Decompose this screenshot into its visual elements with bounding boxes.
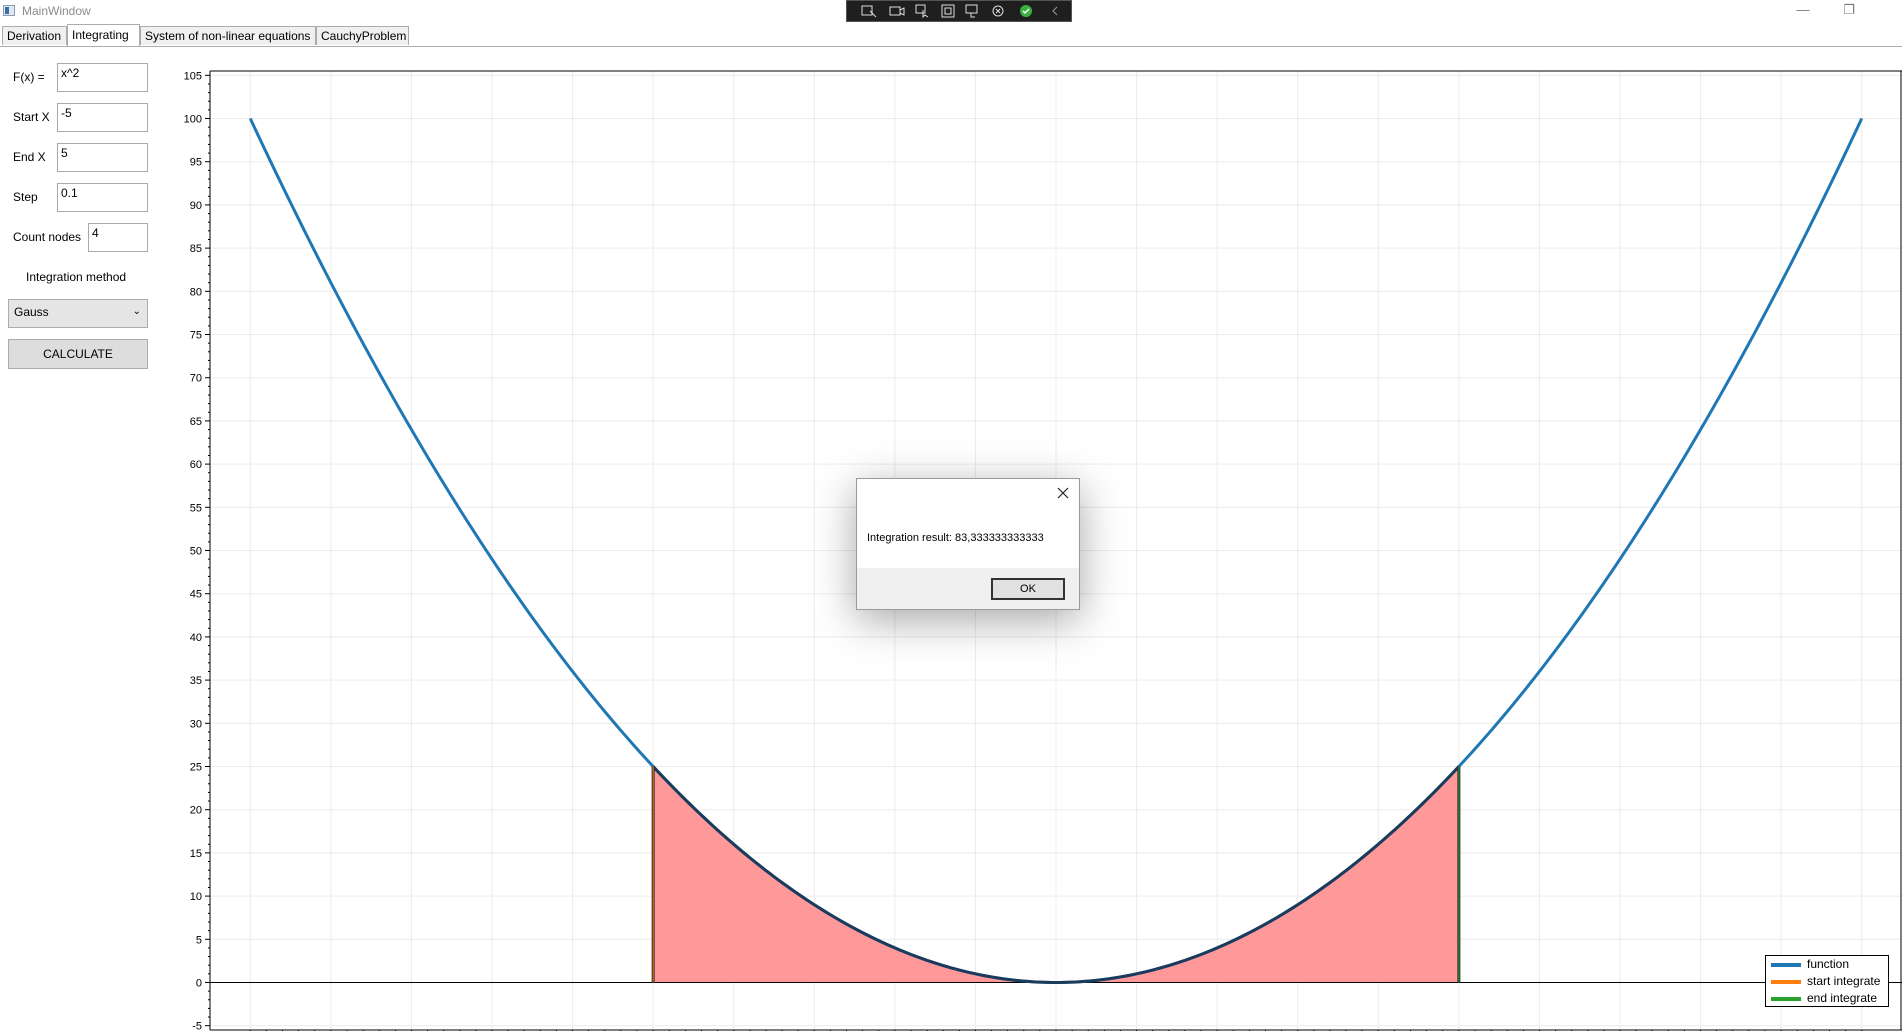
step-input[interactable]: 0.1 xyxy=(57,183,148,212)
close-icon[interactable] xyxy=(1053,483,1073,503)
select-element-icon[interactable] xyxy=(861,4,877,18)
end-x-input[interactable]: 5 xyxy=(57,143,148,172)
y-tick-label: 60 xyxy=(190,459,202,471)
y-tick-label: 50 xyxy=(190,546,202,558)
result-dialog: Integration result: 83,333333333333 OK xyxy=(856,478,1080,610)
pointer-select-icon[interactable] xyxy=(915,4,931,18)
tab-derivation[interactable]: Derivation xyxy=(2,26,67,45)
y-tick-label: 90 xyxy=(190,200,202,212)
y-tick-label: 0 xyxy=(196,977,202,989)
legend-swatch-function xyxy=(1771,963,1801,967)
minimize-button[interactable]: — xyxy=(1796,2,1810,17)
chevron-down-icon: ⌄ xyxy=(132,306,141,317)
fx-label: F(x) = xyxy=(13,70,45,84)
preview-icon[interactable] xyxy=(965,4,981,18)
y-tick-label: 100 xyxy=(184,114,202,126)
y-tick-label: 30 xyxy=(190,718,202,730)
step-label: Step xyxy=(13,190,38,204)
y-tick-label: 55 xyxy=(190,502,202,514)
tab-strip: Derivation Integrating System of non-lin… xyxy=(0,24,1902,47)
y-tick-label: 35 xyxy=(190,675,202,687)
debug-toolbar xyxy=(846,0,1072,22)
y-tick-label: 20 xyxy=(190,805,202,817)
y-tick-label: 5 xyxy=(196,934,202,946)
y-tick-label: 15 xyxy=(190,848,202,860)
bounds-icon[interactable] xyxy=(941,4,957,18)
count-nodes-label: Count nodes xyxy=(13,230,82,244)
y-tick-label: 85 xyxy=(190,243,202,255)
end-x-label: End X xyxy=(13,150,46,164)
calculate-button[interactable]: CALCULATE xyxy=(8,339,148,369)
y-tick-label: 65 xyxy=(190,416,202,428)
tab-integrating[interactable]: Integrating xyxy=(67,24,140,46)
start-x-label: Start X xyxy=(13,110,50,124)
integration-method-select[interactable]: Gauss ⌄ xyxy=(8,299,148,328)
dialog-footer: OK xyxy=(857,568,1079,609)
dialog-message: Integration result: 83,333333333333 xyxy=(867,532,1044,544)
y-tick-label: 75 xyxy=(190,330,202,342)
checkmark-icon[interactable] xyxy=(1019,4,1035,18)
y-tick-label: 40 xyxy=(190,632,202,644)
integration-method-label: Integration method xyxy=(26,270,127,284)
y-tick-label: 95 xyxy=(190,157,202,169)
y-tick-label: 10 xyxy=(190,891,202,903)
tab-system-nonlinear[interactable]: System of non-linear equations xyxy=(140,26,316,45)
legend-swatch-start xyxy=(1771,980,1801,984)
y-tick-label: 25 xyxy=(190,761,202,773)
window-title: MainWindow xyxy=(22,4,91,18)
y-tick-label: 80 xyxy=(190,286,202,298)
y-tick-label: -5 xyxy=(192,1021,202,1031)
y-tick-label: 105 xyxy=(184,70,202,82)
camera-icon[interactable] xyxy=(889,4,905,18)
integration-chart: -5 0 5 10 15 20 25 30 35 40 45 50 55 60 65 70 75 80 85 90 95… xyxy=(184,70,1902,1031)
count-nodes-input[interactable]: 4 xyxy=(88,223,148,252)
legend-swatch-end xyxy=(1771,997,1801,1001)
tab-cauchy-problem[interactable]: CauchyProblem xyxy=(316,26,409,45)
fx-input[interactable]: x^2 xyxy=(57,63,148,92)
legend-label-function: function xyxy=(1807,957,1850,971)
y-tick-label: 70 xyxy=(190,373,202,385)
legend-label-end: end integrate xyxy=(1807,991,1878,1005)
y-tick-label: 45 xyxy=(190,589,202,601)
ok-button[interactable]: OK xyxy=(991,578,1065,600)
start-x-input[interactable]: -5 xyxy=(57,103,148,132)
restore-button[interactable]: ❐ xyxy=(1843,2,1855,17)
integration-method-value: Gauss xyxy=(14,305,49,319)
chart-legend: function start integrate end integrate xyxy=(1765,955,1889,1007)
collapse-chevron-icon[interactable] xyxy=(1047,4,1063,18)
integration-curve-outline xyxy=(652,765,1460,984)
hot-reload-icon[interactable] xyxy=(991,4,1007,18)
app-icon xyxy=(3,5,15,16)
legend-label-start: start integrate xyxy=(1807,974,1881,988)
